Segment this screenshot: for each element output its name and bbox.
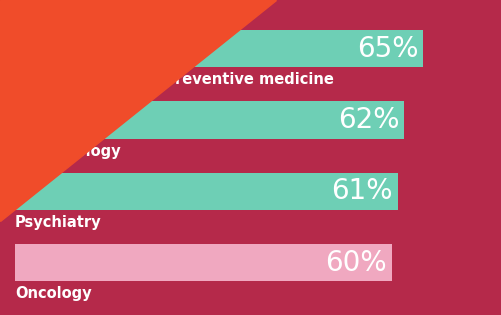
Bar <box>15 173 398 210</box>
Text: Public health and preventive medicine: Public health and preventive medicine <box>15 72 334 87</box>
Text: 62%: 62% <box>338 106 399 134</box>
Bar <box>15 30 423 67</box>
Text: 60%: 60% <box>325 249 387 277</box>
Bar <box>15 101 404 139</box>
Bar <box>15 244 392 281</box>
Text: 61%: 61% <box>332 177 393 205</box>
Text: Oncology: Oncology <box>15 286 92 301</box>
Text: Psychiatry: Psychiatry <box>15 215 102 230</box>
Text: 65%: 65% <box>357 35 418 63</box>
Text: Dermatology: Dermatology <box>15 144 122 158</box>
